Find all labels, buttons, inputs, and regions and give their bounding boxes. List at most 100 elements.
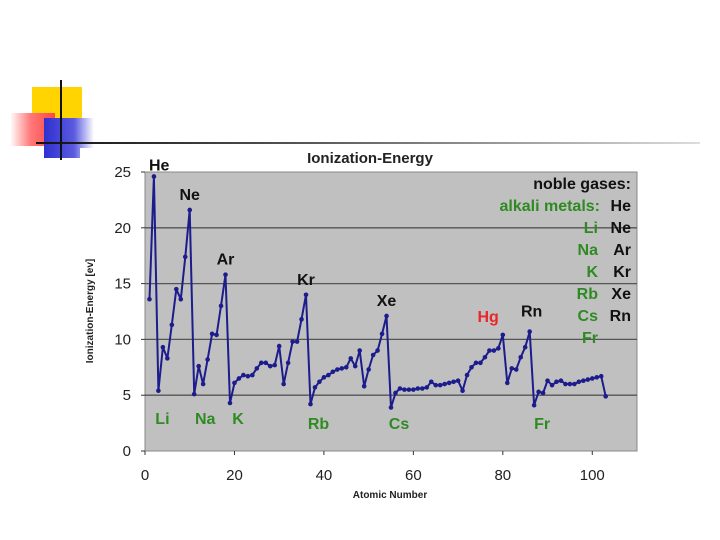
legend-alkali-item: K: [586, 264, 598, 281]
data-point: [589, 376, 595, 381]
legend-alkali-header: alkali metals:: [500, 198, 601, 215]
data-point: [437, 382, 443, 388]
data-point: [317, 379, 322, 385]
annotation-trough: Li: [155, 411, 169, 428]
data-point: [420, 386, 425, 391]
legend-alkali-item: Li: [584, 220, 598, 237]
data-point: [299, 317, 304, 322]
data-point: [460, 388, 465, 394]
annotation-peak: Xe: [377, 293, 397, 310]
data-point: [428, 379, 434, 385]
data-point: [594, 375, 600, 380]
legend-alkali-item: Fr: [582, 330, 598, 347]
data-point: [424, 385, 430, 390]
data-point: [388, 405, 394, 410]
data-point: [241, 372, 246, 378]
data-point: [178, 296, 184, 302]
x-tick-label: 100: [580, 467, 605, 484]
data-point: [496, 346, 501, 351]
data-point: [294, 339, 300, 344]
data-point: [500, 332, 506, 338]
data-point: [411, 387, 416, 392]
data-point: [191, 391, 197, 397]
data-point: [522, 344, 528, 350]
annotation-peak: Ne: [180, 187, 201, 204]
annotation-peak: Ar: [217, 252, 235, 269]
legend-noble-item: He: [611, 198, 632, 215]
data-point: [549, 382, 555, 388]
data-point: [151, 174, 157, 179]
legend: noble gases: alkali metals: He Ne Ar Kr Xe Rn Li…: [500, 176, 632, 347]
data-point: [285, 360, 291, 366]
data-point: [214, 332, 219, 338]
x-axis-label: Atomic Number: [353, 490, 428, 501]
legend-noble-item: Ne: [611, 220, 632, 237]
data-point: [160, 344, 166, 350]
annotation-trough: Na: [195, 411, 216, 428]
data-point: [598, 373, 604, 379]
data-point: [254, 366, 260, 371]
data-point: [182, 254, 188, 260]
element-annotations: He Ne Ar Kr Xe Hg Rn Li Na K Rb Cs Fr: [149, 157, 550, 433]
data-point: [165, 356, 170, 361]
data-point: [469, 365, 474, 370]
y-tick-label: 10: [114, 331, 131, 348]
data-point: [567, 381, 573, 387]
data-point: [236, 376, 242, 381]
data-point: [531, 402, 537, 408]
data-point: [227, 400, 233, 406]
data-point: [406, 387, 412, 392]
data-point: [352, 363, 358, 369]
data-point: [272, 362, 278, 368]
data-point: [379, 331, 385, 337]
x-tick-label: 20: [226, 467, 243, 484]
data-point: [603, 394, 608, 399]
annotation-trough: Fr: [534, 416, 550, 433]
data-point: [397, 386, 403, 391]
x-axis-ticks: 0 20 40 60 80 100: [141, 451, 605, 484]
data-point: [169, 322, 175, 328]
data-point: [250, 372, 255, 378]
data-point: [433, 382, 439, 388]
data-point: [303, 292, 309, 298]
legend-alkali-item: Na: [578, 242, 599, 259]
legend-alkali-item: Rb: [577, 286, 599, 303]
data-point: [513, 367, 519, 372]
data-point: [281, 381, 286, 387]
data-point: [263, 360, 269, 366]
data-point: [258, 360, 264, 366]
decor-vertical-line: [60, 80, 62, 160]
y-tick-label: 0: [123, 443, 131, 460]
data-point: [174, 286, 179, 292]
data-point: [576, 379, 582, 385]
data-point: [308, 401, 313, 407]
annotation-peak: Kr: [297, 272, 315, 289]
x-tick-label: 0: [141, 467, 149, 484]
data-point: [572, 381, 577, 387]
data-point: [384, 313, 389, 319]
y-axis-label: Ionization-Energy [ev]: [85, 259, 96, 363]
annotation-trough: K: [232, 411, 244, 428]
y-tick-label: 20: [114, 220, 131, 237]
x-tick-label: 40: [316, 467, 333, 484]
data-point: [446, 380, 452, 386]
data-point: [196, 363, 201, 369]
legend-noble-item: Rn: [610, 308, 631, 325]
data-point: [482, 354, 488, 360]
data-point: [375, 348, 380, 353]
data-point: [290, 339, 295, 344]
data-point: [147, 296, 152, 302]
data-point: [366, 367, 371, 372]
y-axis-ticks: 0 5 10 15 20 25: [114, 164, 145, 460]
data-point: [357, 348, 362, 353]
data-point: [455, 378, 461, 383]
data-point: [451, 379, 456, 385]
annotation-trough: Rb: [308, 416, 330, 433]
y-tick-label: 15: [114, 276, 131, 293]
data-point: [554, 379, 559, 385]
y-tick-label: 5: [123, 387, 131, 404]
data-point: [348, 356, 354, 361]
data-point: [536, 389, 541, 395]
data-point: [504, 380, 510, 386]
